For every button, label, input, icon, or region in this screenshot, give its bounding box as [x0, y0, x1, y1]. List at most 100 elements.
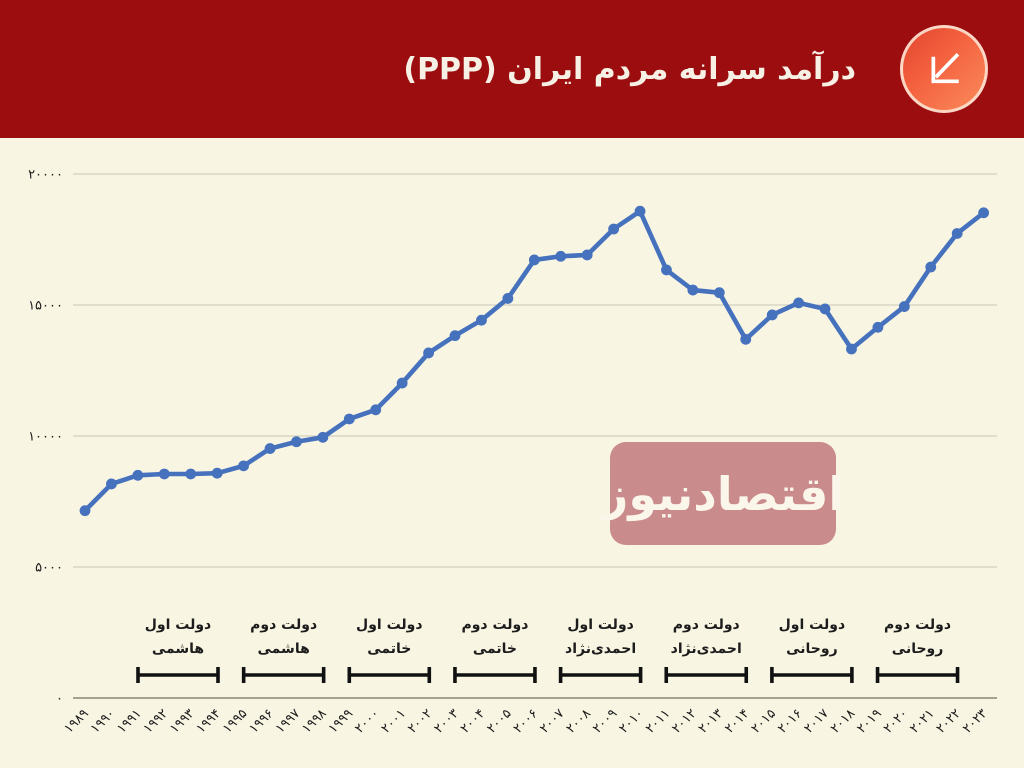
y-axis-label: ۲۰۰۰۰ [28, 168, 63, 183]
period-bracket [770, 667, 854, 683]
x-axis-label-2015: ۲۰۱۵ [749, 706, 779, 736]
data-point-2008 [581, 249, 593, 261]
period-label-line2: خاتمی [367, 641, 411, 657]
x-axis-label-2022: ۲۰۲۲ [934, 706, 964, 736]
x-axis-label-2009: ۲۰۰۹ [590, 706, 620, 736]
data-point-2012 [687, 284, 699, 296]
x-axis-label-2005: ۲۰۰۵ [484, 706, 514, 736]
data-point-2023 [978, 207, 990, 219]
data-point-1997 [291, 436, 302, 448]
data-point-1992 [158, 468, 170, 480]
data-point-2000 [370, 404, 382, 416]
data-point-2002 [423, 347, 434, 359]
data-point-1994 [211, 467, 223, 479]
data-point-1999 [343, 413, 355, 425]
x-axis-label-2003: ۲۰۰۳ [431, 706, 461, 736]
y-axis-label: ۱۰۰۰۰ [28, 430, 63, 445]
watermark-badge: اقتصادنیوز [602, 442, 844, 545]
data-point-1995 [238, 460, 249, 472]
data-point-1996 [264, 443, 276, 454]
period-bracket [347, 667, 432, 683]
x-axis-label-2013: ۲۰۱۳ [696, 706, 726, 736]
data-point-1993 [185, 468, 197, 480]
period-label-line1: دولت دوم [673, 617, 740, 633]
period-bracket [558, 667, 643, 683]
x-axis-label-2010: ۲۰۱۰ [616, 706, 646, 736]
data-point-2011 [661, 264, 672, 276]
watermark-text: اقتصادنیوز [601, 466, 845, 521]
period-label-line2: هاشمی [152, 641, 204, 657]
y-axis-label: ۱۵۰۰۰ [28, 299, 63, 314]
period-bracket [875, 667, 960, 683]
x-axis-label-1990: ۱۹۹۰ [88, 706, 118, 736]
period-label-line1: دولت اول [356, 617, 423, 633]
data-point-2010 [634, 205, 646, 217]
data-point-2016 [793, 297, 805, 309]
x-axis-label-1994: ۱۹۹۴ [194, 706, 224, 736]
x-axis-label-2016: ۲۰۱۶ [775, 706, 805, 736]
x-axis-label-1998: ۱۹۹۸ [299, 706, 329, 736]
x-axis-label-2017: ۲۰۱۷ [802, 706, 832, 736]
data-point-2017 [819, 303, 831, 315]
data-point-2013 [713, 287, 725, 299]
y-axis-label: ۰ [56, 692, 63, 707]
period-label-line2: خاتمی [473, 641, 517, 657]
y-axis-label: ۵۰۰۰ [35, 561, 63, 576]
data-point-1991 [132, 469, 144, 481]
x-axis-label-1999: ۱۹۹۹ [326, 706, 356, 736]
period-label-line1: دولت اول [567, 617, 634, 633]
period-label-line1: دولت اول [779, 617, 846, 633]
x-axis-label-2023: ۲۰۲۳ [960, 706, 990, 736]
data-point-2019 [872, 321, 884, 333]
x-axis-label-2012: ۲۰۱۲ [669, 706, 699, 736]
period-label-line1: دولت دوم [250, 617, 317, 633]
x-axis-label-2006: ۲۰۰۶ [511, 706, 541, 736]
arrow-down-left-glyph [931, 52, 960, 84]
x-axis-label-1992: ۱۹۹۲ [141, 706, 171, 736]
period-label-line2: روحانی [892, 641, 944, 657]
period-bracket [664, 667, 749, 683]
period-bracket [453, 667, 537, 683]
data-point-2015 [766, 309, 778, 321]
page-title: درآمد سرانه مردم ایران (PPP) [403, 51, 856, 87]
data-point-2007 [555, 250, 567, 262]
period-label-line2: روحانی [786, 641, 838, 657]
data-point-2006 [528, 254, 540, 266]
x-axis-label-2008: ۲۰۰۸ [564, 706, 594, 736]
header-bar: درآمد سرانه مردم ایران (PPP) [0, 0, 1024, 138]
x-axis-label-1991: ۱۹۹۱ [114, 706, 144, 736]
period-label-line2: هاشمی [258, 641, 310, 657]
period-label-line2: احمدی‌نژاد [565, 641, 636, 657]
period-label-line1: دولت دوم [884, 617, 951, 633]
data-point-2005 [502, 293, 514, 304]
period-label-line1: دولت اول [145, 617, 212, 633]
data-point-2004 [476, 314, 487, 326]
period-label-line2: احمدی‌نژاد [671, 641, 742, 657]
x-axis-label-2000: ۲۰۰۰ [352, 706, 382, 736]
data-point-2009 [608, 223, 619, 235]
x-axis-label-2014: ۲۰۱۴ [722, 706, 752, 736]
x-axis-label-2007: ۲۰۰۷ [537, 706, 567, 736]
x-axis-label-1996: ۱۹۹۶ [246, 706, 276, 736]
x-axis-label-2002: ۲۰۰۲ [405, 706, 435, 736]
data-point-1989 [79, 505, 91, 517]
data-point-2020 [898, 301, 910, 312]
period-label-line1: دولت دوم [461, 617, 528, 633]
x-axis-label-2004: ۲۰۰۴ [458, 706, 488, 736]
x-axis-label-2018: ۲۰۱۸ [828, 706, 858, 736]
data-point-2022 [951, 228, 963, 239]
x-axis-label-2019: ۲۰۱۹ [854, 706, 884, 736]
x-axis-label-1989: ۱۹۸۹ [61, 706, 91, 736]
data-point-2021 [925, 261, 937, 273]
data-point-2003 [449, 330, 461, 342]
data-point-1998 [317, 431, 329, 443]
x-axis-label-2011: ۲۰۱۱ [643, 706, 673, 736]
data-point-2018 [846, 343, 857, 355]
period-bracket [136, 667, 220, 683]
x-axis-label-2001: ۲۰۰۱ [379, 706, 409, 736]
data-point-2001 [396, 377, 408, 389]
x-axis-label-2021: ۲۰۲۱ [907, 706, 937, 736]
x-axis-label-1993: ۱۹۹۳ [167, 706, 197, 736]
trend-arrow-down-left-icon [900, 25, 988, 113]
